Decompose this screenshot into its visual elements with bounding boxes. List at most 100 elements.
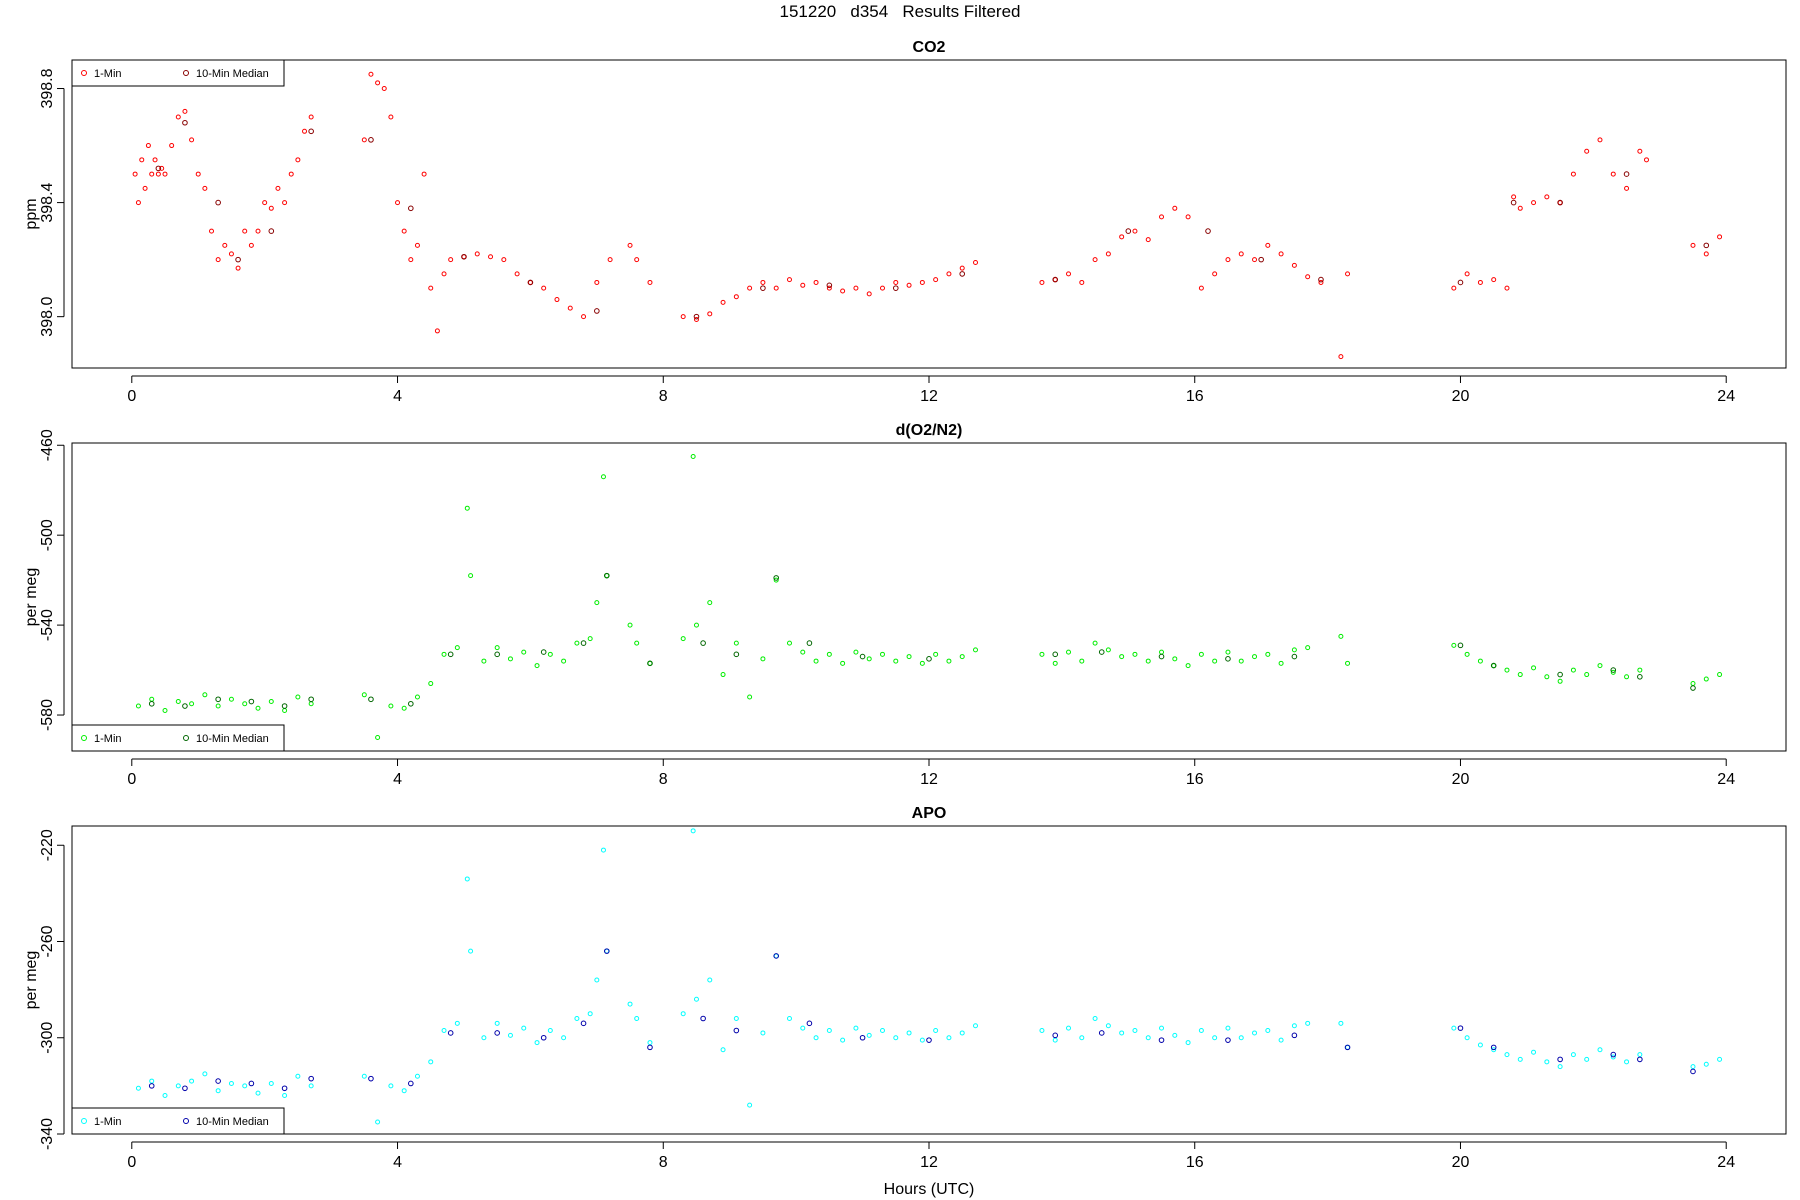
data-point-10min-median xyxy=(892,285,899,291)
x-tick-label: 20 xyxy=(1452,388,1470,405)
x-tick-label: 8 xyxy=(659,1154,668,1171)
y-tick-label: -340 xyxy=(39,1118,56,1150)
data-point-1min xyxy=(826,651,832,657)
data-point-1min xyxy=(906,654,912,660)
data-point-1min xyxy=(1305,645,1311,651)
data-point-10min-median xyxy=(368,1075,374,1082)
data-point-1min xyxy=(707,977,713,983)
data-point-1min xyxy=(693,317,699,323)
panel-title: CO2 xyxy=(913,39,946,56)
data-point-10min-median xyxy=(859,653,866,660)
data-point-1min xyxy=(1291,262,1297,268)
data-point-10min-median xyxy=(1610,667,1617,673)
data-point-1min xyxy=(581,314,587,320)
data-point-1min xyxy=(1225,649,1231,655)
data-point-1min xyxy=(1544,194,1550,200)
data-point-1min xyxy=(428,1059,434,1065)
data-point-1min xyxy=(933,651,939,657)
legend-marker-10min xyxy=(183,70,189,76)
data-point-1min xyxy=(1703,676,1709,682)
data-point-10min-median xyxy=(1158,653,1165,660)
data-point-1min xyxy=(1717,234,1723,240)
data-point-1min xyxy=(288,171,294,177)
data-point-1min xyxy=(494,1020,500,1026)
data-point-1min xyxy=(1092,640,1098,646)
data-point-1min xyxy=(1252,654,1258,660)
data-point-10min-median xyxy=(155,165,162,172)
data-point-1min xyxy=(1584,1056,1590,1062)
data-point-1min xyxy=(189,1078,195,1084)
data-point-1min xyxy=(1624,185,1630,191)
data-point-1min xyxy=(1690,681,1696,687)
data-point-1min xyxy=(1132,651,1138,657)
x-tick-label: 20 xyxy=(1452,771,1470,788)
data-point-1min xyxy=(388,1083,394,1089)
data-point-1min xyxy=(1597,137,1603,143)
data-point-1min xyxy=(388,114,394,120)
data-point-1min xyxy=(707,600,713,606)
data-point-1min xyxy=(594,600,600,606)
data-point-1min xyxy=(600,474,606,480)
data-point-1min xyxy=(826,285,832,291)
data-point-1min xyxy=(1225,1025,1231,1031)
legend-label-10min: 10-Min Median xyxy=(196,1116,269,1128)
data-point-1min xyxy=(693,622,699,628)
data-point-1min xyxy=(268,699,274,705)
data-point-1min xyxy=(1172,205,1178,211)
data-point-1min xyxy=(1517,1056,1523,1062)
data-point-1min xyxy=(1570,171,1576,177)
data-point-1min xyxy=(361,137,367,143)
data-point-1min xyxy=(408,257,414,263)
data-point-1min xyxy=(547,651,553,657)
data-point-10min-median xyxy=(1098,1030,1105,1036)
y-tick-label: -460 xyxy=(39,429,56,461)
data-point-1min xyxy=(1597,1047,1603,1053)
data-point-1min xyxy=(893,658,899,664)
data-point-1min xyxy=(1198,651,1204,657)
data-point-1min xyxy=(222,242,228,248)
y-tick-label: -580 xyxy=(39,699,56,731)
data-point-1min xyxy=(1105,251,1111,257)
data-point-10min-median xyxy=(926,656,932,662)
data-point-1min xyxy=(468,948,474,954)
data-point-10min-median xyxy=(1052,276,1059,283)
data-point-1min xyxy=(1039,279,1045,285)
data-point-1min xyxy=(1238,251,1244,257)
data-point-10min-median xyxy=(447,1030,454,1036)
data-point-1min xyxy=(1703,1061,1709,1067)
data-point-1min xyxy=(395,200,401,206)
data-point-1min xyxy=(1477,658,1483,664)
data-point-1min xyxy=(414,1073,420,1079)
data-point-10min-median xyxy=(700,640,706,646)
data-point-1min xyxy=(215,257,221,263)
data-point-1min xyxy=(1338,633,1344,639)
data-point-1min xyxy=(441,1028,447,1034)
data-point-10min-median xyxy=(773,953,780,959)
data-point-1min xyxy=(295,694,301,700)
x-tick-label: 12 xyxy=(920,771,938,788)
data-point-1min xyxy=(547,1028,553,1034)
data-point-1min xyxy=(1105,647,1111,653)
data-point-1min xyxy=(1198,1028,1204,1034)
data-point-1min xyxy=(594,977,600,983)
data-point-1min xyxy=(1504,285,1510,291)
data-point-10min-median xyxy=(308,696,314,703)
data-point-10min-median xyxy=(1258,256,1264,263)
data-point-10min-median xyxy=(540,1034,547,1041)
data-point-1min xyxy=(1119,654,1125,660)
data-point-1min xyxy=(627,1001,633,1007)
data-point-1min xyxy=(1511,194,1517,200)
data-point-1min xyxy=(853,649,859,655)
data-point-10min-median xyxy=(248,698,255,705)
data-point-1min xyxy=(1159,214,1165,220)
data-point-1min xyxy=(1338,354,1344,360)
data-point-1min xyxy=(149,1078,155,1084)
data-point-1min xyxy=(242,701,248,707)
x-tick-label: 16 xyxy=(1186,1154,1204,1171)
data-point-10min-median xyxy=(1690,685,1696,691)
data-point-1min xyxy=(1079,658,1085,664)
data-point-1min xyxy=(454,1020,460,1026)
legend-marker-10min xyxy=(183,735,189,741)
data-point-1min xyxy=(680,1011,686,1017)
